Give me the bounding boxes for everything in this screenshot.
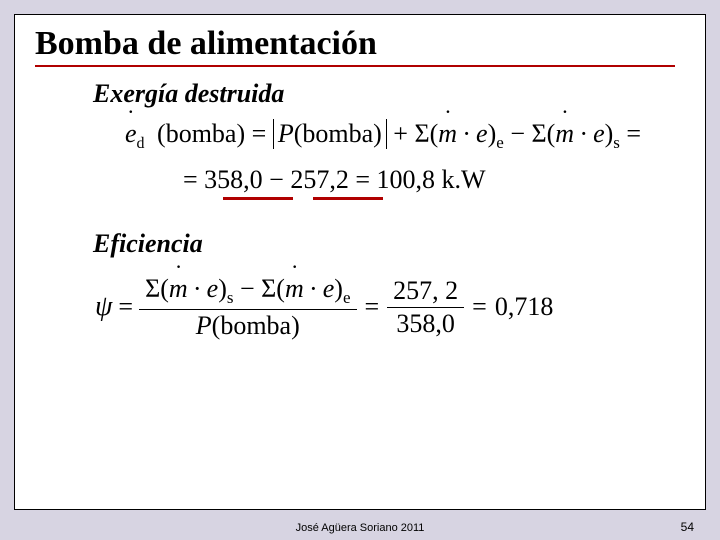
footer-author: José Agüera Soriano 2011	[0, 522, 720, 534]
fraction-denominator-2: 358,0	[390, 310, 461, 337]
equals-2: =	[183, 165, 204, 194]
equation-exergy-destroyed: ed (bomba) = P(bomba) + Σ(m· e)e − Σ(m· …	[125, 119, 687, 153]
symbol-e: e	[125, 119, 137, 148]
close-3: )	[218, 274, 227, 303]
page-number: 54	[681, 520, 694, 534]
fraction-denominator-1: P(bomba)	[190, 312, 306, 339]
equals-eff-3: =	[472, 292, 487, 322]
symbol-m-2: m	[555, 119, 574, 149]
dot-e-3: · e	[194, 274, 219, 303]
plus-1: +	[393, 119, 414, 148]
arg-bomba-1: (bomba)	[157, 119, 245, 148]
value-result: 100,8	[377, 165, 436, 194]
red-bar-1	[223, 197, 293, 200]
symbol-m-1: m	[438, 119, 457, 149]
efficiency-result: 0,718	[495, 292, 554, 322]
equation-exergy-numeric: = 358,0 − 257,2 = 100,8 k.W	[183, 165, 687, 195]
equation-efficiency: ψ = Σ(m· e)s − Σ(m· e)e P(bomba) = 257, …	[95, 275, 687, 339]
symbol-m-4: m	[285, 275, 304, 302]
section-efficiency: Eficiencia	[93, 229, 687, 259]
fraction-bar-1	[139, 309, 356, 310]
sigma-open-2: Σ(	[531, 119, 555, 148]
dot-e-4: · e	[310, 274, 335, 303]
arg-bomba-3: (bomba)	[212, 311, 300, 340]
equals-eff-1: =	[118, 292, 133, 322]
unit-kw: k.W	[442, 165, 486, 194]
subscript-s-2: s	[227, 288, 234, 307]
content-panel: Bomba de alimentación Exergía destruida …	[14, 14, 706, 510]
equals-trailing-1: =	[626, 119, 641, 148]
accent-bars	[215, 197, 687, 215]
dot-e-1: · e	[463, 119, 488, 148]
close-2: )	[605, 119, 614, 148]
fraction-bar-2	[387, 307, 464, 308]
title-underline	[35, 65, 675, 67]
value-b: 257,2	[290, 165, 349, 194]
absolute-value: P(bomba)	[273, 119, 387, 149]
red-bar-2	[313, 197, 383, 200]
fraction-symbolic: Σ(m· e)s − Σ(m· e)e P(bomba)	[139, 275, 356, 339]
close-1: )	[488, 119, 497, 148]
sigma-open-1: Σ(	[414, 119, 438, 148]
sigma-open-3: Σ(	[145, 274, 169, 303]
fraction-numeric: 257, 2 358,0	[387, 277, 464, 337]
close-4: )	[334, 274, 343, 303]
fraction-numerator-1: Σ(m· e)s − Σ(m· e)e	[139, 275, 356, 307]
symbol-P: P	[278, 119, 294, 148]
arg-bomba-2: (bomba)	[294, 119, 382, 148]
minus-3: −	[240, 274, 261, 303]
equals-1: =	[252, 119, 273, 148]
minus-1: −	[510, 119, 531, 148]
subscript-s-1: s	[613, 133, 620, 152]
symbol-P-den: P	[196, 311, 212, 340]
symbol-m-3: m	[169, 275, 188, 302]
subscript-e-1: e	[496, 133, 504, 152]
minus-2: −	[269, 165, 290, 194]
page-title: Bomba de alimentación	[35, 25, 687, 63]
slide: Bomba de alimentación Exergía destruida …	[0, 0, 720, 540]
fraction-numerator-2: 257, 2	[387, 277, 464, 304]
sigma-open-4: Σ(	[261, 274, 285, 303]
value-a: 358,0	[204, 165, 263, 194]
subscript-d: d	[137, 135, 145, 152]
dot-e-2: · e	[580, 119, 605, 148]
equals-3: =	[355, 165, 376, 194]
section-exergy-destroyed: Exergía destruida	[93, 79, 687, 109]
symbol-psi: ψ	[95, 291, 112, 323]
equals-eff-2: =	[365, 292, 380, 322]
subscript-e-2: e	[343, 288, 351, 307]
